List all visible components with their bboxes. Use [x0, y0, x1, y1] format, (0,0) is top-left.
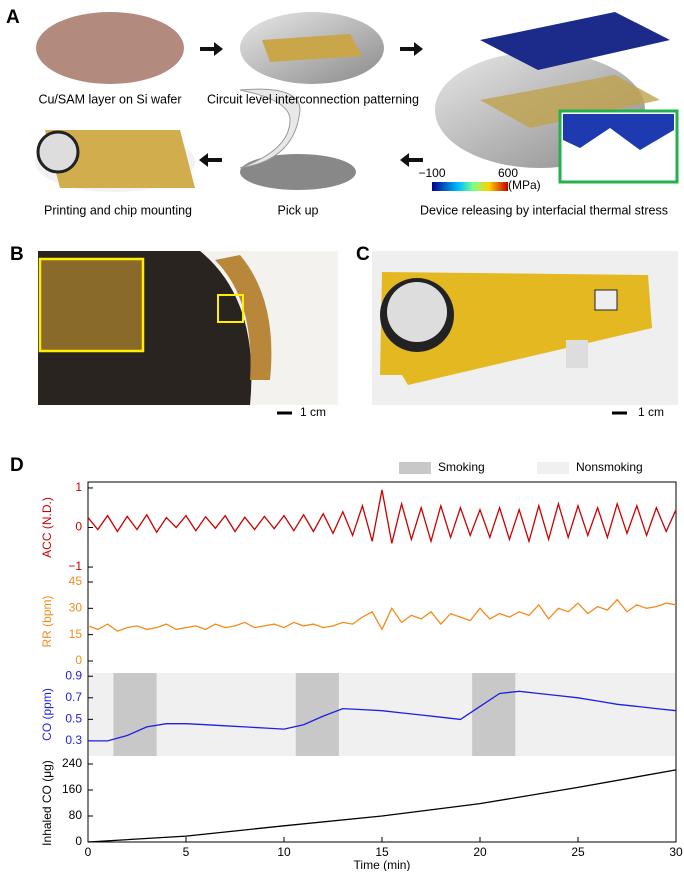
- y-tick-label: 0.5: [65, 712, 82, 726]
- y-axis-label: CO (ppm): [40, 688, 54, 741]
- legend-swatch: [399, 462, 431, 474]
- y-tick-label: 1: [75, 480, 82, 494]
- line: [87, 769, 677, 843]
- caption: Printing and chip mounting: [44, 203, 192, 217]
- x-tick-label: 20: [473, 845, 487, 859]
- band: [472, 673, 516, 756]
- inset-map: [563, 114, 674, 150]
- circuit: [45, 130, 195, 188]
- panel-label: A: [6, 7, 20, 28]
- x-tick-label: 25: [571, 845, 585, 859]
- battery: [36, 130, 80, 174]
- y-axis-label: Inhaled CO (μg): [40, 760, 54, 846]
- x-tick-label: 5: [183, 845, 190, 859]
- colorbar-unit: (MPa): [508, 178, 541, 192]
- band: [113, 673, 157, 756]
- colorbar-label: −100: [418, 166, 445, 180]
- line: [87, 598, 677, 632]
- circuit: [262, 34, 362, 62]
- film: [239, 88, 301, 169]
- x-tick-label: 30: [669, 845, 683, 859]
- circuit: [480, 75, 660, 128]
- y-axis-label: ACC (N.D.): [40, 497, 54, 558]
- y-tick-label: 0: [75, 653, 82, 667]
- stress-map: [480, 12, 670, 70]
- legend-label: Smoking: [438, 460, 485, 474]
- band: [295, 673, 339, 756]
- y-tick-label: 0.7: [65, 690, 82, 704]
- arrow: [200, 42, 223, 56]
- y-tick-label: 30: [69, 601, 83, 615]
- caption: Cu/SAM layer on Si wafer: [38, 92, 181, 106]
- y-tick-label: 0: [75, 834, 82, 848]
- wafer: [36, 12, 184, 84]
- y-axis-label: RR (bpm): [40, 595, 54, 647]
- y-tick-label: 80: [69, 808, 83, 822]
- zoom-inset: [38, 257, 145, 353]
- background: [89, 673, 675, 756]
- zoom-box: [217, 294, 244, 323]
- legend-label: Nonsmoking: [576, 460, 643, 474]
- x-tick-label: 10: [277, 845, 291, 859]
- battery: [387, 282, 447, 342]
- arrow: [400, 153, 423, 167]
- caption: Circuit level interconnection patterning: [207, 92, 419, 106]
- legend-swatch: [537, 462, 569, 474]
- x-tick-label: 15: [375, 845, 389, 859]
- caption: Pick up: [278, 203, 319, 217]
- y-tick-label: 0: [75, 520, 82, 534]
- circuit: [215, 255, 272, 380]
- colorbar: [432, 182, 508, 191]
- panel-label: B: [10, 244, 24, 265]
- y-tick-label: 160: [62, 782, 82, 796]
- y-tick-label: 240: [62, 756, 82, 770]
- scale-label: 1 cm: [638, 405, 664, 419]
- y-tick-label: 0.9: [65, 668, 82, 682]
- caption: Device releasing by interfacial thermal …: [420, 203, 668, 217]
- y-tick-label: 15: [69, 627, 83, 641]
- line: [87, 489, 677, 544]
- y-tick-label: −1: [68, 559, 82, 573]
- panel-label: C: [356, 244, 370, 265]
- chip: [566, 340, 588, 368]
- arrow: [400, 42, 423, 56]
- x-axis-label: Time (min): [354, 858, 411, 871]
- colorbar-label: 600: [498, 166, 518, 180]
- sensor: [594, 289, 618, 311]
- line: [88, 690, 677, 742]
- y-tick-label: 0.3: [65, 733, 82, 747]
- panel-label: D: [10, 455, 24, 476]
- x-tick-label: 0: [85, 845, 92, 859]
- arrow: [199, 153, 222, 167]
- y-tick-label: 45: [69, 574, 83, 588]
- wafer: [240, 154, 356, 190]
- scale-label: 1 cm: [300, 405, 326, 419]
